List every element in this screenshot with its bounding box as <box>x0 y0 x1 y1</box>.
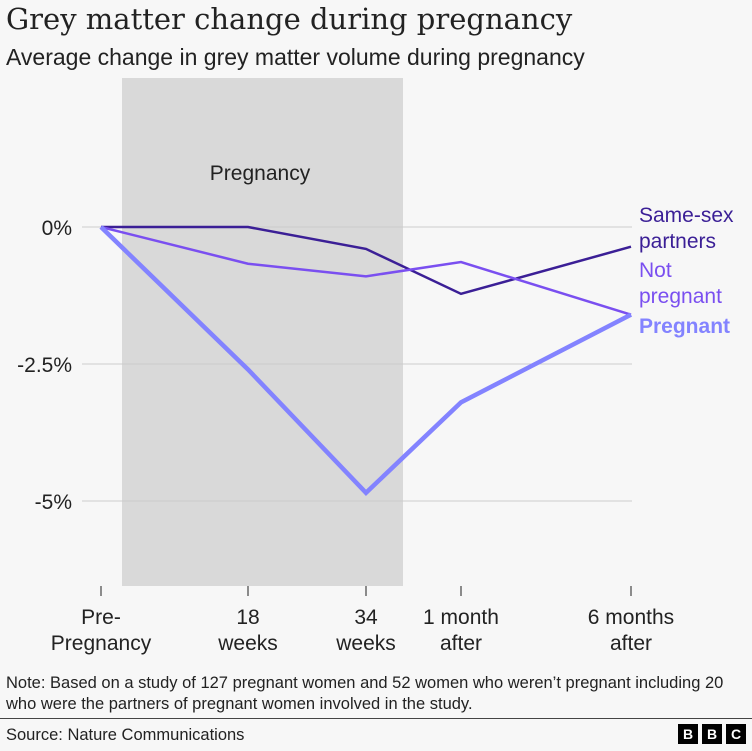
source: Source: Nature Communications <box>6 726 245 744</box>
series-label: Not <box>639 259 672 282</box>
x-tick-label: after <box>440 632 482 655</box>
x-tick-label: weeks <box>217 632 278 655</box>
x-tick-label: 1 month <box>423 606 499 629</box>
shaded-region-label: Pregnancy <box>210 162 311 185</box>
y-tick-label: 0% <box>42 217 72 240</box>
logo-letter: B <box>678 724 698 744</box>
logo-letter: C <box>726 724 746 744</box>
series-label: partners <box>639 230 716 253</box>
note: Note: Based on a study of 127 pregnant w… <box>6 674 724 713</box>
series-label: Pregnant <box>639 315 730 338</box>
y-tick-label: -5% <box>35 491 72 514</box>
series-label: pregnant <box>639 285 722 308</box>
series-line <box>100 225 632 316</box>
series-line <box>101 225 632 296</box>
x-tick-label: Pre- <box>81 606 121 629</box>
x-tick-label: Pregnancy <box>51 632 152 655</box>
chart-subtitle: Average change in grey matter volume dur… <box>6 44 585 70</box>
shaded-region <box>122 78 403 586</box>
x-tick-label: 34 <box>354 606 378 629</box>
series-label: Same-sex <box>639 204 734 227</box>
chart-title: Grey matter change during pregnancy <box>6 2 573 36</box>
x-tick-label: weeks <box>335 632 396 655</box>
series-line <box>99 225 633 496</box>
x-tick-label: after <box>610 632 652 655</box>
x-tick-label: 18 <box>236 606 259 629</box>
x-tick-label: 6 months <box>588 606 674 629</box>
divider <box>0 718 752 719</box>
y-tick-label: -2.5% <box>17 354 72 377</box>
logo-letter: B <box>702 724 722 744</box>
